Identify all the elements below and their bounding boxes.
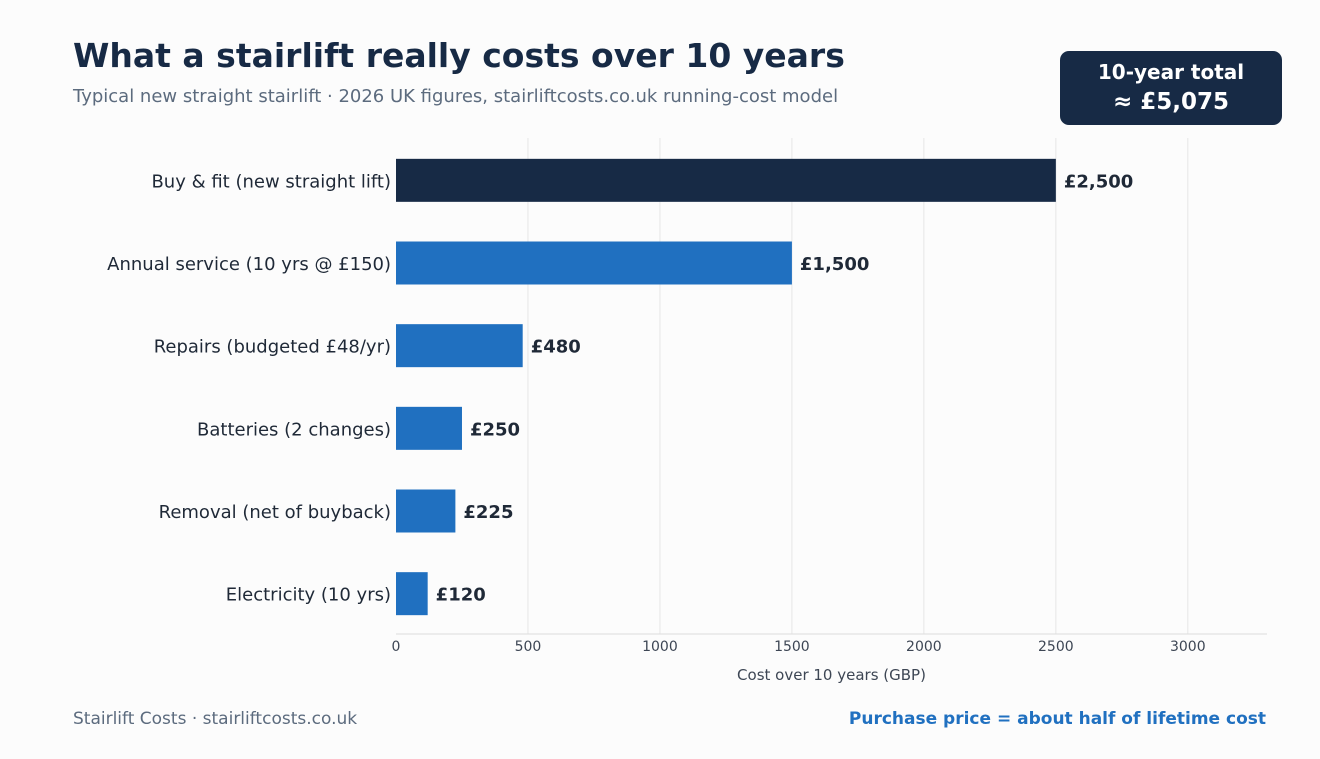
value-label: £480	[531, 337, 581, 358]
chart-title: What a stairlift really costs over 10 ye…	[73, 36, 845, 75]
x-tick-label: 500	[515, 639, 542, 655]
x-tick-label: 2000	[906, 639, 942, 655]
value-label: £1,500	[800, 254, 869, 275]
chart-subtitle: Typical new straight stairlift · 2026 UK…	[73, 86, 839, 107]
x-tick-label: 1500	[774, 639, 810, 655]
x-axis-label: Cost over 10 years (GBP)	[737, 666, 926, 684]
x-tick-label: 0	[392, 639, 401, 655]
total-badge: 10-year total ≈ £5,075	[1060, 51, 1282, 125]
category-label: Electricity (10 yrs)	[226, 585, 391, 606]
category-label: Annual service (10 yrs @ £150)	[107, 254, 391, 275]
category-label: Batteries (2 changes)	[197, 419, 391, 440]
bar	[396, 324, 523, 368]
bar	[396, 158, 1056, 202]
bar	[396, 241, 792, 285]
bar	[396, 489, 456, 533]
bar	[396, 572, 428, 616]
category-label: Removal (net of buyback)	[159, 502, 391, 523]
category-label: Buy & fit (new straight lift)	[151, 171, 391, 192]
total-badge-value: ≈ £5,075	[1112, 89, 1230, 115]
value-label: £250	[470, 419, 520, 440]
x-tick-label: 3000	[1170, 639, 1206, 655]
footer-source: Stairlift Costs · stairliftcosts.co.uk	[73, 709, 358, 729]
footer-note: Purchase price = about half of lifetime …	[848, 709, 1266, 729]
total-badge-label: 10-year total	[1097, 60, 1245, 84]
value-label: £120	[436, 585, 486, 606]
category-label: Repairs (budgeted £48/yr)	[154, 337, 391, 358]
value-label: £225	[463, 502, 513, 523]
bar	[396, 406, 462, 450]
value-label: £2,500	[1064, 171, 1133, 192]
x-tick-label: 1000	[642, 639, 678, 655]
x-tick-label: 2500	[1038, 639, 1074, 655]
